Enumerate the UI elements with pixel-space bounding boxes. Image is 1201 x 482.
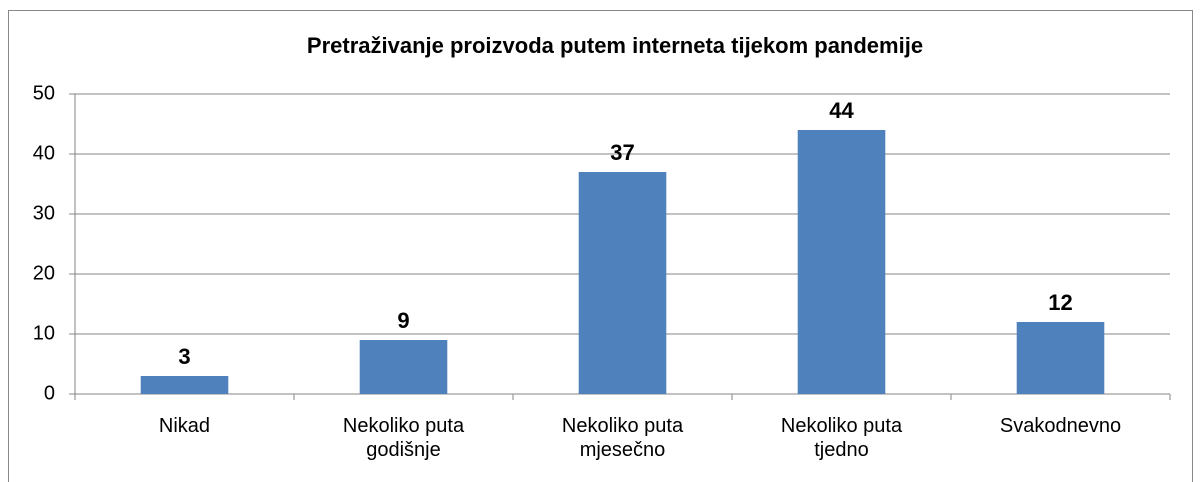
y-tick-label: 30	[33, 202, 55, 224]
y-tick-label: 50	[33, 82, 55, 104]
y-tick-label: 20	[33, 262, 55, 284]
data-label: 3	[178, 344, 190, 369]
x-tick-label: Nikad	[158, 415, 211, 437]
x-tick-label: Nekoliko puta tjedno	[780, 415, 903, 461]
chart-title: Pretraživanje proizvoda putem interneta …	[307, 33, 923, 58]
bar	[578, 172, 667, 394]
bar	[1016, 322, 1105, 394]
y-tick-label: 40	[33, 142, 55, 164]
x-tick-label: Svakodnevno	[999, 415, 1122, 437]
y-tick-label: 0	[44, 382, 55, 404]
x-tick-label: Nekoliko puta godišnje	[342, 415, 465, 461]
data-label: 12	[1048, 290, 1072, 315]
bar	[797, 130, 886, 394]
data-label: 44	[829, 98, 854, 123]
bar	[140, 376, 229, 394]
x-tick-label: Nekoliko puta mjesečno	[561, 415, 684, 461]
bar	[359, 340, 448, 394]
y-tick-label: 10	[33, 322, 55, 344]
data-label: 9	[397, 308, 409, 333]
data-label: 37	[610, 140, 634, 165]
